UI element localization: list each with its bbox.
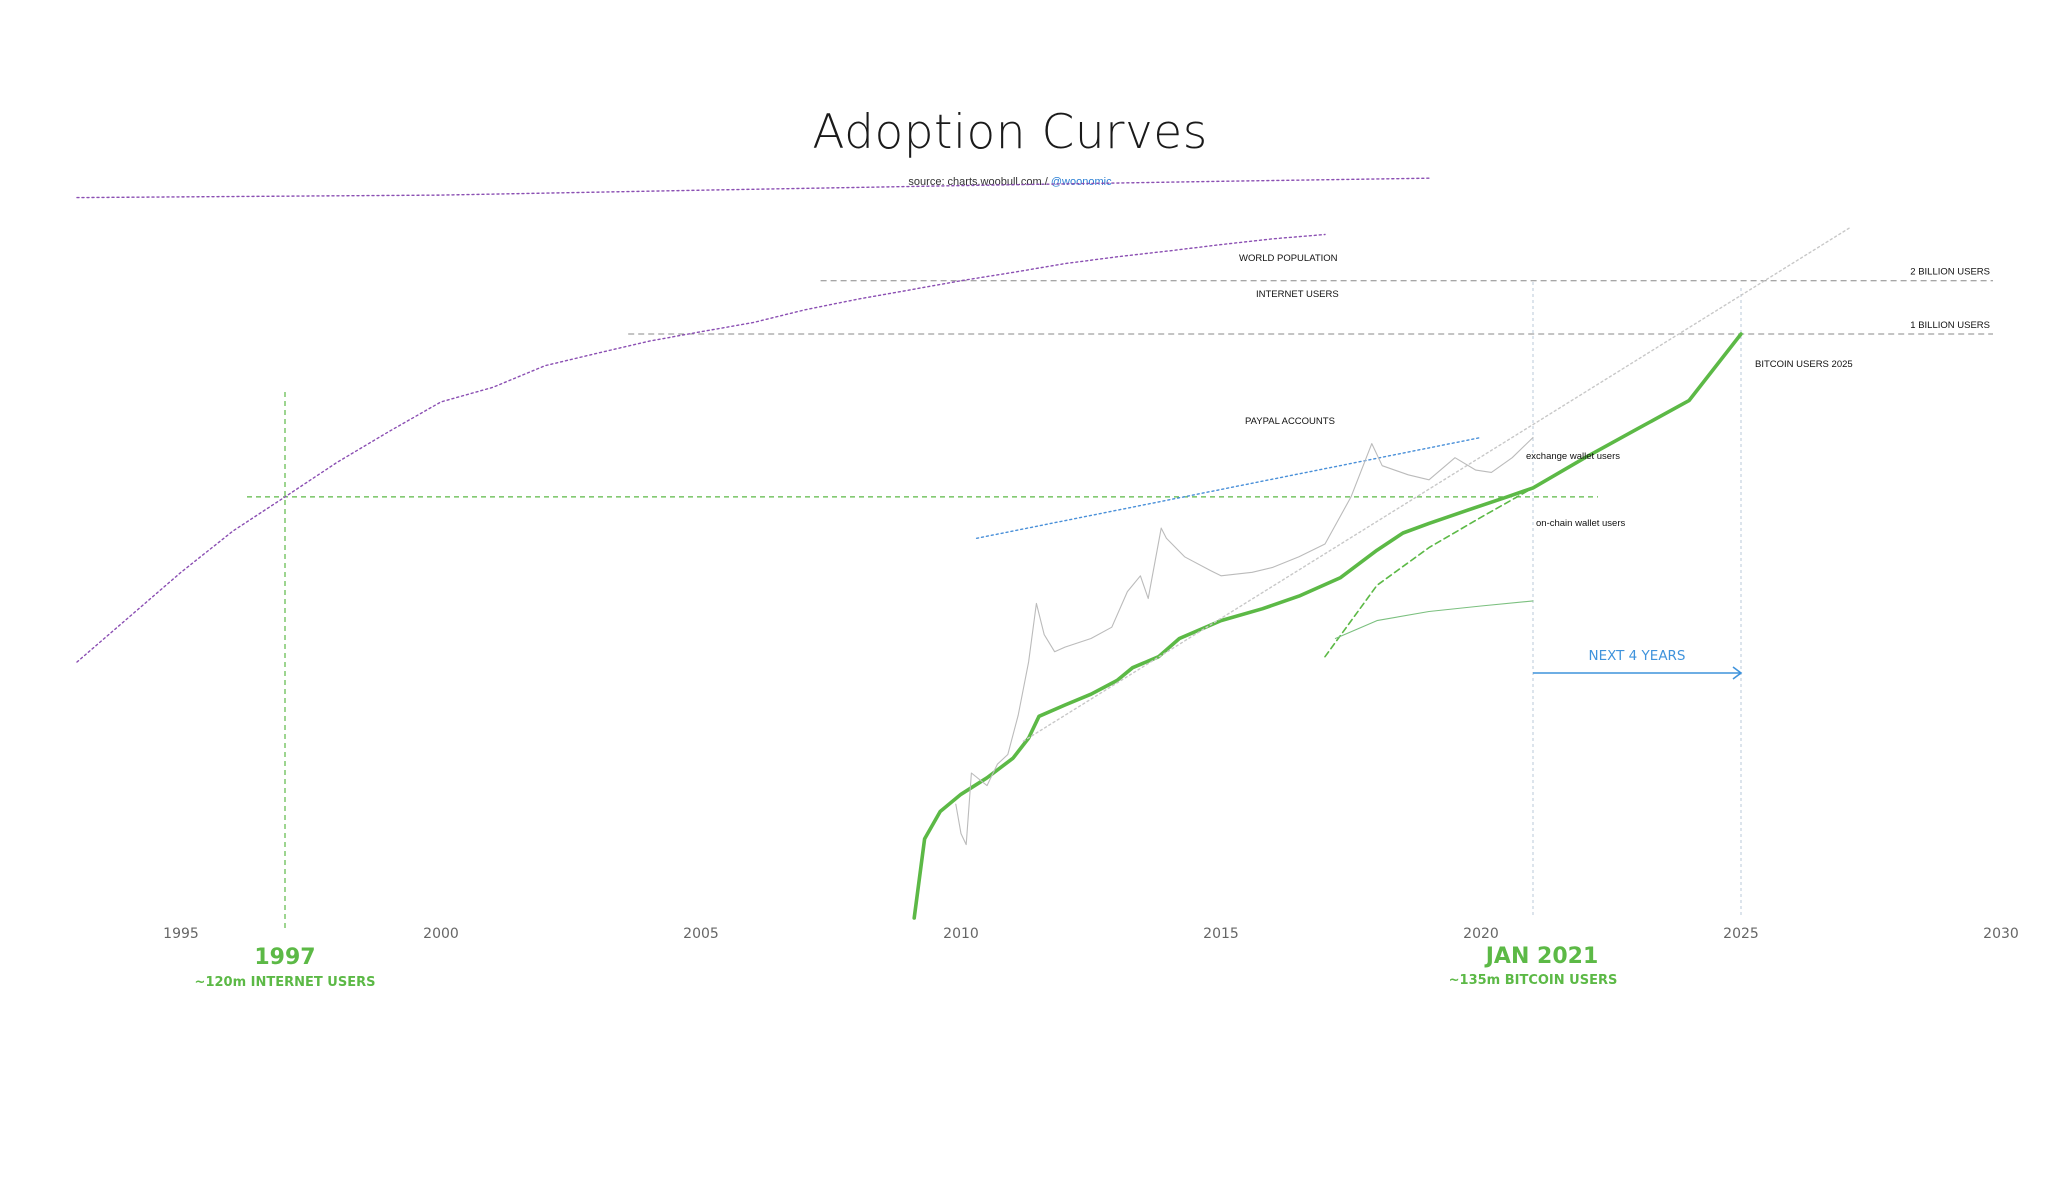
series-label-world-population: WORLD POPULATION <box>1239 253 1338 264</box>
series-label-bitcoin-users-2025: BITCOIN USERS 2025 <box>1755 359 1853 370</box>
x-tick-label-2015: 2015 <box>1203 926 1239 942</box>
x-tick-label-2005: 2005 <box>683 926 719 942</box>
series-line-exchange-wallet-users <box>1324 487 1534 658</box>
series-label-on-chain-wallet-users: on-chain wallet users <box>1536 518 1625 529</box>
marker-sublabel-jan-2021: ~135m BITCOIN USERS <box>1449 973 1618 988</box>
x-tick-label-2025: 2025 <box>1723 926 1759 942</box>
series-line-paypal-accounts <box>975 436 1482 539</box>
series-line-bitcoin-price-log <box>955 436 1534 846</box>
series-line-world-population <box>76 177 1430 199</box>
next-4-years-arrow-head <box>1732 666 1743 680</box>
x-tick-label-2030: 2030 <box>1983 926 2019 942</box>
marker-label-jan-2021: JAN 2021 <box>1484 944 1599 969</box>
series-line-trend <box>1022 226 1851 742</box>
reference-label-2-billion-users: 2 BILLION USERS <box>1910 267 1990 278</box>
reference-label-1-billion-users: 1 BILLION USERS <box>1910 320 1990 331</box>
series-line-bitcoin-users-2025 <box>912 332 1743 920</box>
marker-sublabel-1997: ~120m INTERNET USERS <box>195 975 376 990</box>
next-4-years-label: NEXT 4 YEARS <box>1588 648 1685 664</box>
chart-title: Adoption Curves <box>812 105 1208 160</box>
x-tick-label-2000: 2000 <box>423 926 459 942</box>
series-label-exchange-wallet-users: exchange wallet users <box>1526 451 1620 462</box>
marker-label-1997: 1997 <box>254 945 315 970</box>
source-handle-link[interactable]: @woonomic <box>1050 176 1112 188</box>
series-line-internet-users <box>76 233 1326 663</box>
x-tick-label-2020: 2020 <box>1463 926 1499 942</box>
x-tick-label-1995: 1995 <box>163 926 199 942</box>
series-label-paypal-accounts: PAYPAL ACCOUNTS <box>1245 416 1335 427</box>
series-label-internet-users: INTERNET USERS <box>1256 289 1339 300</box>
x-tick-label-2010: 2010 <box>943 926 979 942</box>
series-line-on-chain-wallet-users <box>1334 600 1534 640</box>
